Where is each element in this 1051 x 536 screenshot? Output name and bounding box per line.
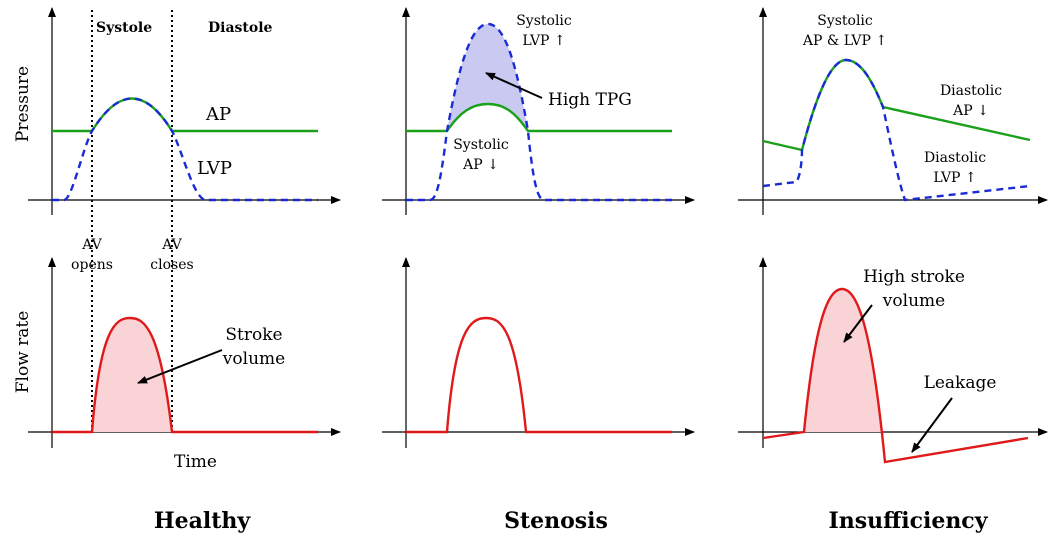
healthy-title: Healthy [154, 508, 252, 534]
lvp-label: LVP [197, 158, 232, 179]
av-closes-label-2: closes [150, 257, 193, 273]
high-tpg-arrow [485, 72, 543, 99]
diastole-label: Diastole [208, 20, 273, 36]
diastolic-lvp-label-1: Diastolic [924, 150, 986, 166]
insufficiency-ap-curve [762, 58, 1031, 152]
time-axis-label: Time [174, 452, 217, 472]
stenosis-lvp-curve [406, 22, 672, 202]
healthy-flow-axes [28, 257, 341, 448]
insufficiency-pressure-axes [738, 7, 1048, 215]
insufficiency-flow-axes [738, 257, 1048, 448]
healthy-stroke-volume-fill [92, 318, 172, 432]
diastolic-ap-label-1: Diastolic [940, 83, 1002, 99]
av-opens-label-2: opens [71, 257, 113, 273]
systole-label: Systole [96, 20, 152, 36]
systolic-ap-label-1: Systolic [453, 137, 509, 153]
healthy-lvp-curve [52, 97, 318, 202]
high-sv-label-1: High stroke [863, 267, 965, 287]
systolic-ap-lvp-label-1: Systolic [817, 13, 873, 29]
high-tpg-label: High TPG [548, 90, 632, 110]
insufficiency-stroke-volume-fill [804, 289, 882, 432]
insufficiency-lvp-curve [762, 58, 1031, 202]
pressure-axis-label: Pressure [13, 66, 33, 142]
high-sv-label-2: volume [882, 291, 945, 311]
insufficiency-flow-curve [762, 287, 1029, 464]
leakage-label: Leakage [924, 373, 997, 393]
healthy-pressure-axes [28, 7, 341, 215]
diastolic-ap-label-2: AP ↓ [952, 103, 989, 119]
stenosis-flow-axes [382, 257, 695, 448]
leakage-arrow [911, 397, 953, 453]
av-opens-label-1: AV [81, 237, 102, 253]
ap-label: AP [205, 104, 231, 125]
stroke-volume-label-1: Stroke [225, 325, 282, 345]
systolic-ap-label-2: AP ↓ [462, 157, 499, 173]
stenosis-title: Stenosis [504, 508, 608, 534]
high-sv-arrow [843, 304, 873, 343]
stroke-volume-label-2: volume [222, 349, 285, 369]
systolic-lvp-label-2: LVP ↑ [522, 33, 565, 49]
systolic-lvp-label-1: Systolic [516, 13, 572, 29]
flow-axis-label: Flow rate [13, 311, 33, 394]
systolic-ap-lvp-label-2: AP & LVP ↑ [802, 33, 887, 49]
stroke-volume-arrow [137, 349, 223, 384]
stenosis-ap-curve [406, 102, 672, 133]
av-closes-label-1: AV [161, 237, 182, 253]
insufficiency-title: Insufficiency [828, 508, 988, 534]
healthy-flow-curve [52, 316, 318, 434]
stenosis-flow-curve [406, 316, 672, 434]
diastolic-lvp-label-2: LVP ↑ [933, 170, 976, 186]
